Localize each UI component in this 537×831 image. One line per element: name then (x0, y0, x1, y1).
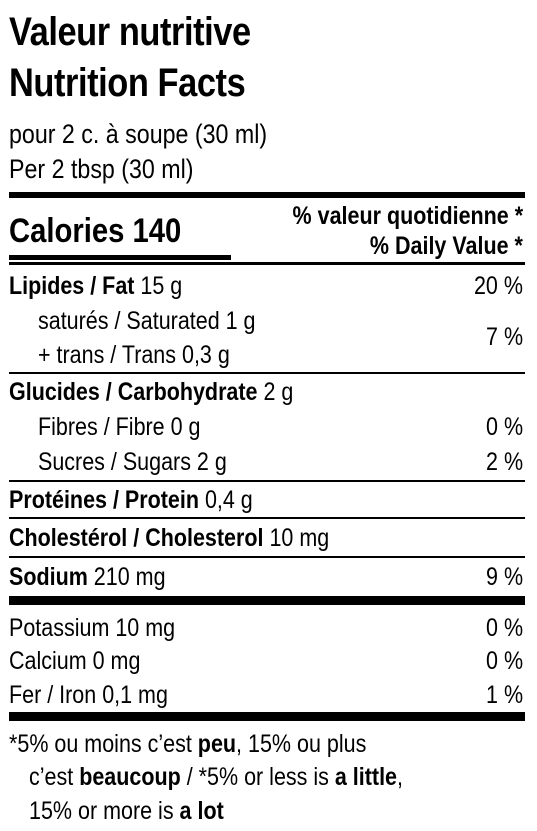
sugars-dv: 2 % (485, 448, 523, 476)
calories-underline (9, 255, 231, 260)
daily-value-header-french: % valeur quotidienne * (292, 202, 523, 230)
title-french: Valeur nutritive (9, 10, 251, 54)
footnote-line-2: c’est beaucoup / *5% or less is a little… (29, 763, 403, 792)
fat-amount: 15 g (134, 272, 183, 300)
footnote-text: c’est (29, 763, 80, 791)
cholesterol-row: Cholestérol / Cholesterol 10 mg (9, 524, 329, 553)
carbohydrate-amount: 2 g (257, 378, 294, 406)
divider-protein (9, 480, 525, 482)
potassium-dv: 0 % (485, 614, 523, 642)
footnote-text: , (397, 763, 403, 791)
divider-dv (9, 262, 525, 265)
calcium-row: Calcium 0 mg (9, 647, 141, 675)
footnote-emphasis: a little (334, 763, 398, 791)
footnote-line-1: *5% ou moins c’est peu, 15% ou plus (9, 730, 366, 759)
divider-cholesterol (9, 517, 525, 519)
footnote-emphasis: a lot (179, 797, 224, 825)
footnote-text: *5% ou moins c’est (9, 730, 198, 758)
serving-size-french: pour 2 c. à soupe (30 ml) (9, 119, 268, 149)
sodium-label: Sodium (9, 563, 88, 591)
daily-value-header-english: % Daily Value * (370, 232, 523, 260)
sodium-row: Sodium 210 mg (9, 563, 166, 592)
divider-thick-bottom (9, 712, 525, 721)
potassium-row: Potassium 10 mg (9, 614, 176, 642)
sodium-amount: 210 mg (87, 563, 166, 591)
footnote-emphasis: beaucoup (79, 763, 181, 791)
carbohydrate-row: Glucides / Carbohydrate 2 g (9, 378, 293, 407)
sugars-row: Sucres / Sugars 2 g (38, 448, 227, 476)
trans-row: + trans / Trans 0,3 g (38, 341, 230, 369)
saturated-row: saturés / Saturated 1 g (38, 307, 256, 335)
divider-sodium (9, 556, 525, 558)
fibre-dv: 0 % (485, 413, 523, 441)
divider-top (9, 192, 525, 198)
serving-size-english: Per 2 tbsp (30 ml) (9, 154, 194, 184)
fat-dv: 20 % (473, 272, 523, 300)
footnote-line-3: 15% or more is a lot (29, 797, 224, 826)
protein-amount: 0,4 g (198, 486, 253, 514)
sat-trans-dv: 7 % (485, 323, 523, 351)
cholesterol-label: Cholestérol / Cholesterol (9, 524, 264, 552)
footnote-text: / *5% or less is (180, 763, 335, 791)
iron-dv: 1 % (485, 681, 523, 709)
sodium-dv: 9 % (485, 563, 523, 591)
cholesterol-amount: 10 mg (263, 524, 330, 552)
fat-label: Lipides / Fat (9, 272, 135, 300)
divider-carb (9, 372, 525, 374)
footnote-emphasis: peu (197, 730, 237, 758)
calories: Calories 140 (9, 212, 182, 250)
footnote-text: 15% or more is (29, 797, 180, 825)
calcium-dv: 0 % (485, 647, 523, 675)
carbohydrate-label: Glucides / Carbohydrate (9, 378, 258, 406)
iron-row: Fer / Iron 0,1 mg (9, 681, 168, 709)
protein-row: Protéines / Protein 0,4 g (9, 486, 253, 515)
footnote-text: , 15% ou plus (236, 730, 367, 758)
fat-row: Lipides / Fat 15 g (9, 272, 182, 301)
title-english: Nutrition Facts (9, 61, 246, 105)
protein-label: Protéines / Protein (9, 486, 199, 514)
fibre-row: Fibres / Fibre 0 g (38, 413, 201, 441)
divider-thick-middle (9, 596, 525, 605)
